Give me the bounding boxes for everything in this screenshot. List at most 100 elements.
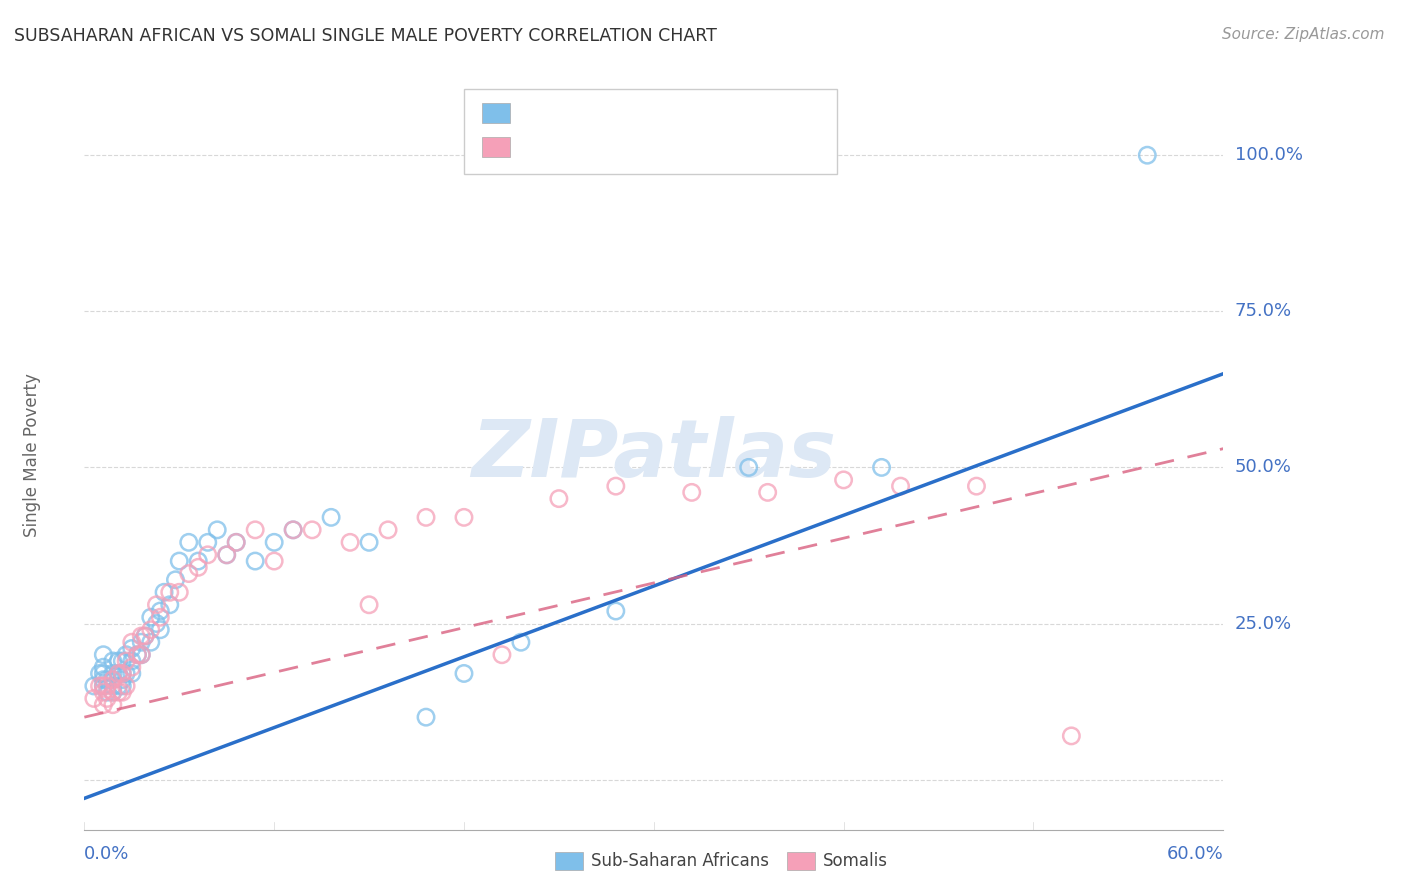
Text: ZIPatlas: ZIPatlas [471,416,837,494]
Point [159,598,181,612]
Point [121,660,143,674]
Point [83,691,105,706]
Point [225,535,247,549]
Point [127,648,149,662]
Point [169,554,191,568]
Point [1060,729,1083,743]
Text: Somalis: Somalis [823,852,887,870]
Point [134,629,156,643]
Point [127,648,149,662]
Point [301,523,323,537]
Text: 0.0%: 0.0% [84,846,129,863]
Point [377,523,399,537]
Text: Source: ZipAtlas.com: Source: ZipAtlas.com [1222,27,1385,42]
Point [107,666,129,681]
Text: 25.0%: 25.0% [1234,615,1292,632]
Text: 50: 50 [676,137,703,157]
Point [107,679,129,693]
Point [149,610,172,624]
Point [453,510,475,524]
Point [93,679,115,693]
Text: N =: N = [637,137,681,157]
Point [491,648,513,662]
Point [197,535,219,549]
Point [263,535,285,549]
Point [131,648,153,662]
Point [111,685,134,699]
Point [159,585,181,599]
Point [339,535,361,549]
Point [738,460,761,475]
Point [93,666,115,681]
Point [187,554,209,568]
Point [245,554,267,568]
Text: 57: 57 [676,103,703,123]
Point [149,604,172,618]
Point [93,685,115,699]
Text: N =: N = [637,103,681,123]
Point [145,616,167,631]
Point [93,673,115,687]
Point [96,685,118,699]
Point [321,510,343,524]
Point [89,679,111,693]
Point [121,641,143,656]
Point [107,666,129,681]
Point [101,666,124,681]
Point [111,666,134,681]
Point [359,535,381,549]
Point [101,673,124,687]
Point [605,604,627,618]
Point [89,666,111,681]
Point [101,698,124,712]
Point [111,673,134,687]
Point [139,610,162,624]
Point [101,685,124,699]
Point [93,660,115,674]
Point [139,623,162,637]
Point [548,491,571,506]
Point [359,598,381,612]
Point [101,685,124,699]
Point [93,679,115,693]
Point [415,510,437,524]
Point [187,560,209,574]
Point [966,479,988,493]
Point [415,710,437,724]
Point [177,535,200,549]
Text: SUBSAHARAN AFRICAN VS SOMALI SINGLE MALE POVERTY CORRELATION CHART: SUBSAHARAN AFRICAN VS SOMALI SINGLE MALE… [14,27,717,45]
Text: 0.632: 0.632 [561,137,623,157]
Point [115,654,138,668]
Text: 75.0%: 75.0% [1234,302,1292,320]
Point [134,629,156,643]
Point [101,679,124,693]
Point [83,679,105,693]
Text: Single Male Poverty: Single Male Poverty [22,373,41,537]
Text: Sub-Saharan Africans: Sub-Saharan Africans [591,852,769,870]
Point [605,479,627,493]
Point [225,535,247,549]
Point [207,523,229,537]
Point [149,623,172,637]
Point [1136,148,1159,162]
Text: 100.0%: 100.0% [1234,146,1302,164]
Text: 60.0%: 60.0% [1167,846,1223,863]
Point [263,554,285,568]
Point [121,654,143,668]
Point [870,460,893,475]
Point [510,635,533,649]
Point [245,523,267,537]
Point [107,654,129,668]
Point [93,698,115,712]
Point [197,548,219,562]
Point [215,548,238,562]
Point [169,585,191,599]
Point [96,691,118,706]
Point [890,479,912,493]
Point [115,666,138,681]
Point [139,635,162,649]
Text: R =: R = [522,137,564,157]
Point [93,648,115,662]
Point [115,648,138,662]
Text: 0.590: 0.590 [561,103,623,123]
